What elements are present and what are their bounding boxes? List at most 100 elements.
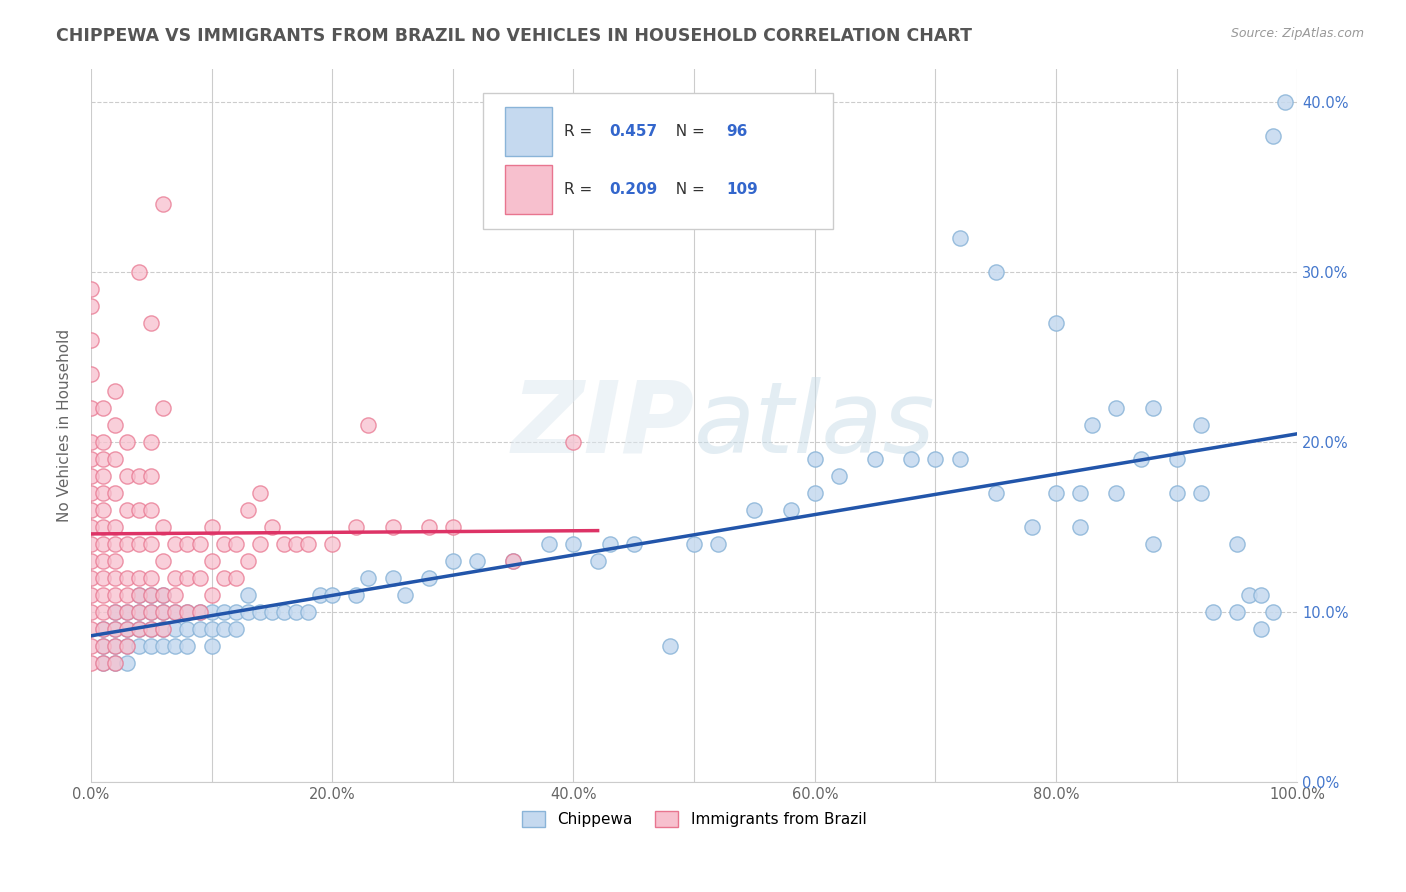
Point (128, 265, 150, 279)
Point (212, 571, 235, 585)
Point (707, 537, 730, 551)
Point (80, 401, 103, 416)
Point (104, 656, 127, 670)
Point (152, 588, 174, 602)
Point (104, 520, 127, 534)
Point (152, 639, 174, 653)
Point (141, 622, 163, 636)
Text: CHIPPEWA VS IMMIGRANTS FROM BRAZIL NO VEHICLES IN HOUSEHOLD CORRELATION CHART: CHIPPEWA VS IMMIGRANTS FROM BRAZIL NO VE… (56, 27, 972, 45)
Point (80, 520, 103, 534)
Point (115, 537, 138, 551)
Point (924, 452, 946, 467)
Point (91, 656, 114, 670)
Point (152, 554, 174, 568)
Point (141, 503, 163, 517)
FancyBboxPatch shape (484, 94, 832, 229)
Point (104, 639, 127, 653)
Point (128, 622, 150, 636)
Point (91, 537, 114, 551)
Point (1142, 537, 1164, 551)
Point (91, 656, 114, 670)
Text: 96: 96 (727, 124, 748, 139)
Point (104, 384, 127, 398)
Point (599, 537, 621, 551)
Point (200, 554, 222, 568)
Point (418, 520, 440, 534)
Point (1166, 486, 1188, 500)
Text: 0.457: 0.457 (610, 124, 658, 139)
Point (249, 486, 271, 500)
Point (152, 622, 174, 636)
Point (80, 469, 103, 483)
Point (80, 571, 103, 585)
Point (152, 197, 174, 211)
Point (225, 537, 247, 551)
Point (188, 605, 211, 619)
Point (1274, 95, 1296, 110)
Point (249, 605, 271, 619)
Point (1189, 486, 1212, 500)
Point (418, 571, 440, 585)
Point (623, 537, 645, 551)
Point (200, 639, 222, 653)
Point (80, 605, 103, 619)
Point (357, 418, 380, 433)
Point (176, 571, 198, 585)
Point (779, 503, 801, 517)
Point (141, 605, 163, 619)
Point (91, 435, 114, 450)
Point (1263, 129, 1285, 144)
Point (357, 571, 380, 585)
Point (285, 605, 308, 619)
Point (176, 622, 198, 636)
Point (828, 469, 851, 483)
Point (381, 571, 404, 585)
Point (115, 605, 138, 619)
Point (441, 520, 464, 534)
Point (128, 537, 150, 551)
Point (152, 520, 174, 534)
Point (80, 435, 103, 450)
Y-axis label: No Vehicles in Household: No Vehicles in Household (58, 328, 72, 522)
Point (212, 605, 235, 619)
Point (115, 571, 138, 585)
Point (394, 588, 416, 602)
Point (152, 605, 174, 619)
Point (115, 605, 138, 619)
Point (104, 656, 127, 670)
Point (1226, 605, 1249, 619)
Point (538, 537, 561, 551)
Point (586, 554, 609, 568)
Point (128, 588, 150, 602)
Point (273, 605, 295, 619)
Point (1237, 588, 1260, 602)
Point (141, 639, 163, 653)
Point (80, 656, 103, 670)
Point (91, 469, 114, 483)
Point (285, 537, 308, 551)
Point (683, 537, 706, 551)
Point (91, 605, 114, 619)
Point (104, 605, 127, 619)
Point (344, 520, 367, 534)
Point (176, 639, 198, 653)
Point (104, 418, 127, 433)
Point (212, 537, 235, 551)
Point (115, 639, 138, 653)
Point (115, 639, 138, 653)
Point (1069, 486, 1091, 500)
Point (80, 537, 103, 551)
Point (900, 452, 922, 467)
Point (104, 452, 127, 467)
Text: ZIP: ZIP (512, 376, 695, 474)
Point (260, 520, 283, 534)
Point (91, 622, 114, 636)
Point (91, 503, 114, 517)
Point (321, 537, 343, 551)
Point (236, 588, 259, 602)
Point (381, 520, 404, 534)
Point (1105, 486, 1128, 500)
Point (80, 554, 103, 568)
Point (115, 588, 138, 602)
Point (104, 486, 127, 500)
